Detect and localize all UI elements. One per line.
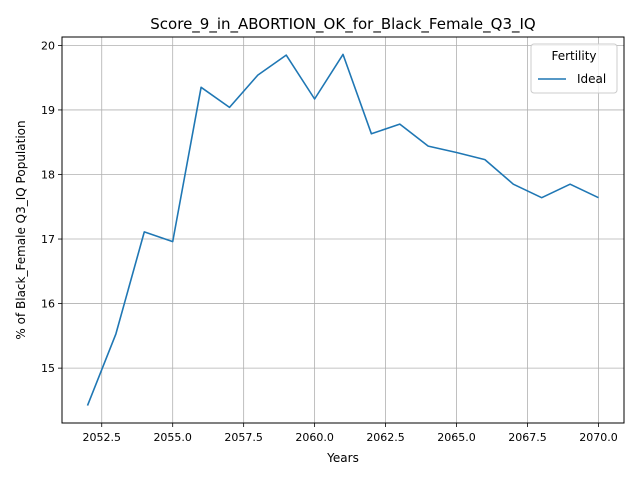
data-point [228, 106, 230, 108]
data-point [200, 86, 202, 88]
data-point [399, 123, 401, 125]
legend: Fertility Ideal [530, 43, 618, 94]
y-tick-label: 19 [41, 104, 55, 117]
data-point [512, 183, 514, 185]
x-axis-label: Years [326, 451, 359, 465]
data-point [115, 333, 117, 335]
plot-area-frame [61, 36, 625, 424]
x-tick-label: 2055.0 [153, 431, 192, 444]
data-point [285, 54, 287, 56]
y-axis-ticks: 15 16 17 18 19 20 [41, 39, 62, 375]
x-tick-label: 2057.5 [224, 431, 263, 444]
y-tick-label: 15 [41, 362, 55, 375]
series-layer [86, 53, 599, 406]
x-tick-label: 2065.0 [437, 431, 476, 444]
chart-title: Score_9_in_ABORTION_OK_for_Black_Female_… [150, 15, 535, 34]
legend-box [530, 43, 618, 94]
y-axis-label: % of Black_Female Q3_IQ Population [14, 120, 28, 339]
legend-label-ideal: Ideal [577, 72, 606, 86]
data-point [313, 98, 315, 100]
x-tick-label: 2070.0 [579, 431, 618, 444]
x-tick-label: 2052.5 [82, 431, 121, 444]
data-point [143, 231, 145, 233]
grid-lines [62, 37, 624, 423]
x-tick-label: 2062.5 [366, 431, 405, 444]
data-point [484, 158, 486, 160]
data-point [171, 240, 173, 242]
data-point [342, 53, 344, 55]
y-tick-label: 20 [41, 39, 55, 52]
data-point [597, 197, 599, 199]
data-point [257, 74, 259, 76]
y-tick-label: 18 [41, 168, 55, 181]
data-point [86, 404, 88, 406]
x-tick-label: 2067.5 [508, 431, 547, 444]
data-point [370, 133, 372, 135]
legend-title: Fertility [551, 49, 596, 63]
y-tick-label: 16 [41, 298, 55, 311]
y-tick-label: 17 [41, 233, 55, 246]
data-point [569, 183, 571, 185]
x-tick-label: 2060.0 [295, 431, 334, 444]
data-point [540, 197, 542, 199]
data-point [427, 145, 429, 147]
series-line-ideal [86, 53, 599, 406]
data-point [455, 151, 457, 153]
x-axis-ticks: 2052.5 2055.0 2057.5 2060.0 2062.5 2065.0 2067… [82, 423, 618, 444]
